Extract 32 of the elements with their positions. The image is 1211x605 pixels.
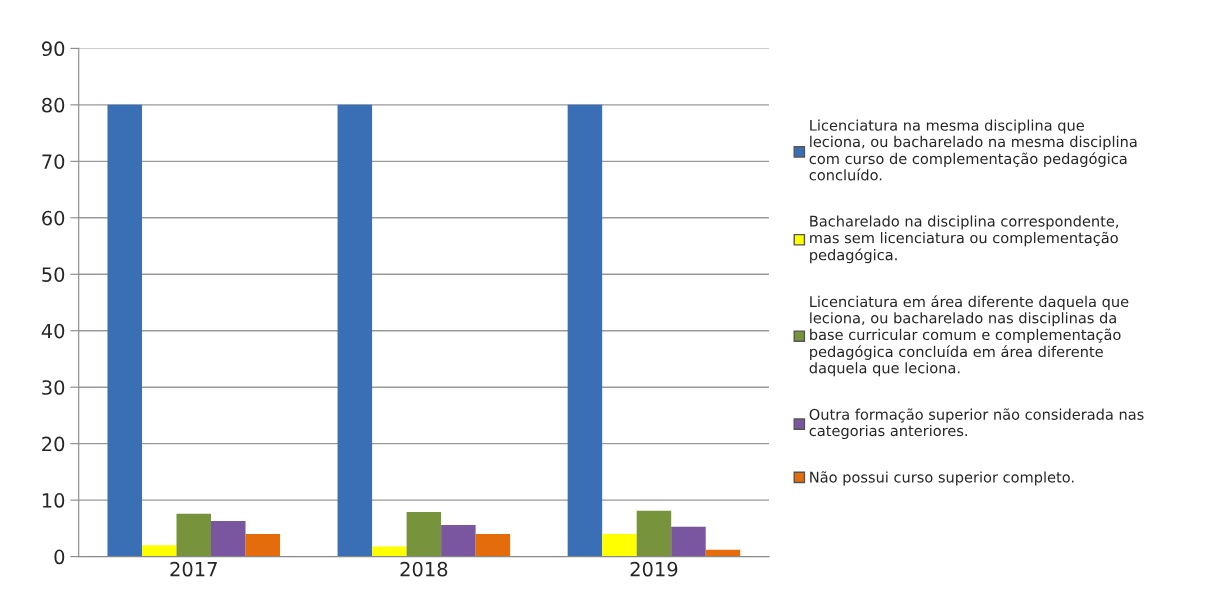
- bar: [372, 546, 407, 557]
- bar: [141, 545, 177, 557]
- bar: [406, 511, 442, 557]
- x-tick-label: 2019: [630, 561, 678, 577]
- bar: [176, 513, 212, 557]
- bar: [107, 104, 142, 557]
- bar: [671, 526, 706, 557]
- bar: [245, 534, 281, 557]
- legend-label: Bacharelado na disciplina correspondente, mas sem licenciatura ou complementação pedagógica.: [810, 215, 1119, 264]
- y-tick-label: 10: [42, 493, 65, 508]
- bar: [441, 524, 476, 557]
- x-tick-label: 2017: [170, 561, 217, 577]
- bar: [211, 521, 246, 557]
- y-tick-label: 80: [42, 97, 65, 113]
- legend-label: Outra formação superior não considerada nas categorias anteriores.: [809, 408, 1144, 440]
- y-tick-label: 30: [42, 380, 65, 395]
- y-tick-label: 40: [41, 323, 65, 339]
- bar: [337, 104, 373, 557]
- y-tick-label: 50: [42, 267, 65, 282]
- y-tick-label: 0: [54, 549, 65, 565]
- bar: [567, 104, 603, 557]
- y-tick-label: 60: [42, 210, 65, 226]
- bar: [636, 510, 672, 557]
- y-tick-label: 70: [42, 154, 65, 169]
- x-tick-label: 2018: [400, 561, 448, 577]
- y-tick-label: 20: [42, 436, 65, 452]
- legend-label: Licenciatura na mesma disciplina que leciona, ou bacharelado na mesma disciplina com curso de complementação pedagógica concluído.: [809, 119, 1137, 181]
- legend-label: Licenciatura em área diferente daquela que leciona, ou bacharelado nas disciplinas da base curricular comum e complementação pedagógica concluída em área diferente daquela que leciona.: [809, 295, 1129, 377]
- legend-label: Não possui curso superior completo.: [810, 471, 1074, 486]
- bar: [602, 534, 637, 557]
- y-tick-label: 90: [42, 41, 65, 57]
- bar: [475, 534, 511, 557]
